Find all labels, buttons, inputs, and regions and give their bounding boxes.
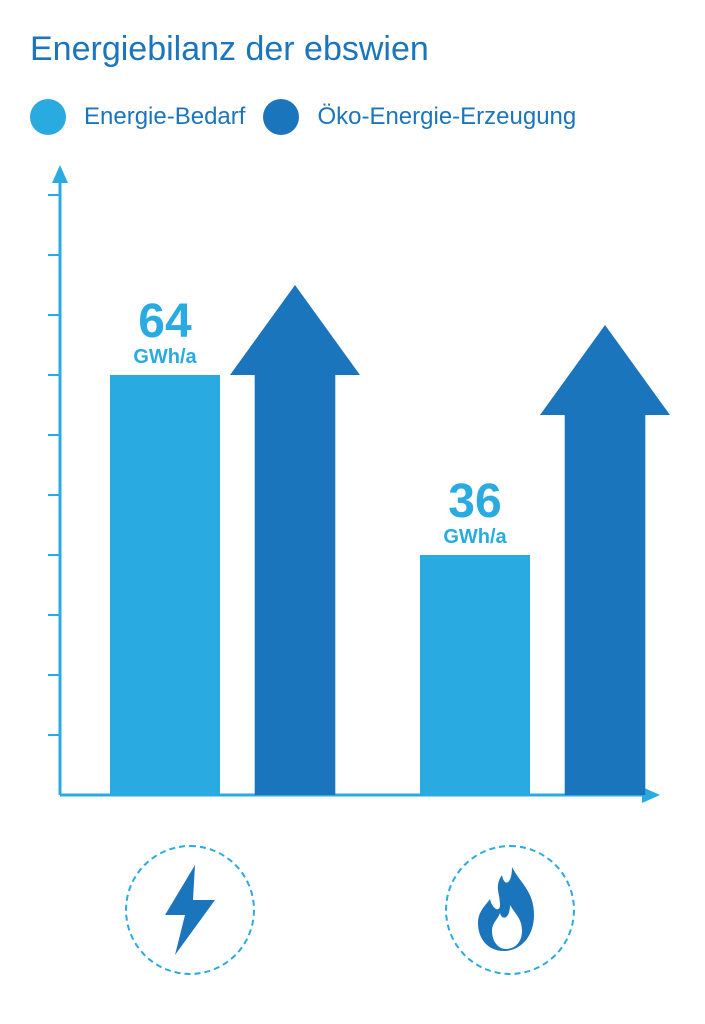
legend-label-1: Energie-Bedarf (84, 103, 245, 131)
bar-value-1: 36 GWh/a (415, 478, 535, 549)
chart-area: 64 GWh/a 36 GWh/a (30, 155, 670, 835)
legend-swatch-2 (263, 99, 299, 135)
icons-row (30, 845, 670, 975)
category-icon-circle-0 (125, 845, 255, 975)
legend: Energie-Bedarf Öko-Energie-Erzeugung (30, 99, 675, 135)
bar-value-0: 64 GWh/a (105, 298, 225, 369)
chart-svg (30, 155, 670, 835)
flame-icon (470, 865, 550, 955)
legend-swatch-1 (30, 99, 66, 135)
chart-title: Energiebilanz der ebswien (30, 30, 675, 69)
category-icon-circle-1 (445, 845, 575, 975)
lightning-icon (155, 865, 225, 955)
legend-label-2: Öko-Energie-Erzeugung (317, 103, 576, 131)
